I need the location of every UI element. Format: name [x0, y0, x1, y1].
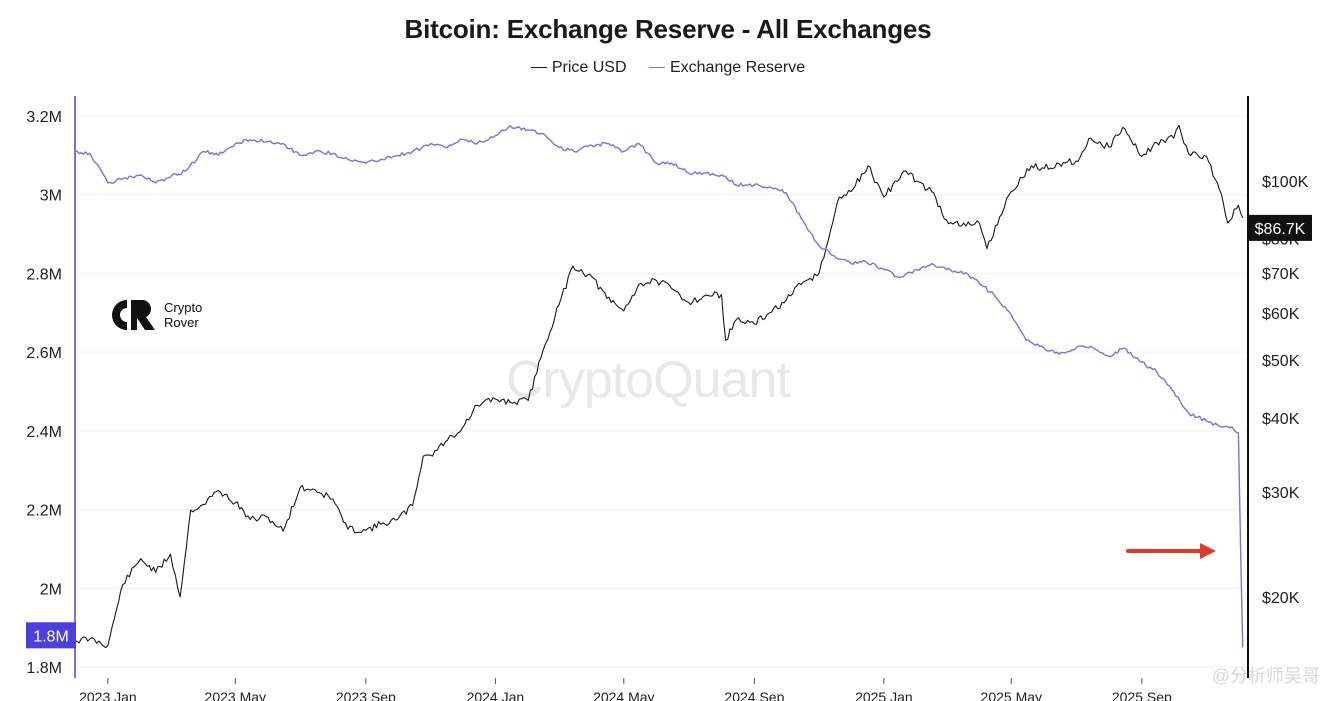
right-current-value-label: $86.7K: [1255, 221, 1306, 238]
right-tick-label: $20K: [1262, 590, 1300, 607]
left-axis-ticks: 1.8M 2M 2.2M 2.4M 2.6M 2.8M 3M 3.2M: [26, 109, 62, 677]
grid-lines: [75, 115, 1248, 668]
series-lines: [74, 124, 1244, 649]
left-tick-label: 1.8M: [26, 660, 62, 677]
author-credit: @分析师吴哥: [1211, 666, 1320, 686]
series-line-exchange-reserve: [74, 125, 1244, 648]
legend-item-reserve[interactable]: Exchange Reserve: [648, 59, 806, 77]
right-current-value-badge: [1249, 214, 1312, 241]
watermark: CryptoQuant: [506, 351, 791, 409]
left-tick-label: 2.6M: [26, 345, 62, 362]
series-line-price-usd: [74, 124, 1244, 649]
crypto-rover-logo: Crypto Rover: [110, 298, 202, 332]
x-tick-label: 2024 Sep: [724, 689, 784, 701]
right-tick-label: $100K: [1262, 174, 1309, 191]
left-current-value-label: 1.8M: [33, 628, 69, 645]
x-tick-label: 2023 Jan: [79, 689, 137, 701]
logo-line-2: Rover: [164, 315, 199, 330]
x-tick-label: 2024 May: [593, 689, 654, 701]
x-tick-label: 2025 Jan: [855, 689, 913, 701]
legend-item-price[interactable]: Price USD: [530, 59, 627, 77]
left-tick-label: 2M: [40, 581, 62, 598]
right-axis-ticks: $20K$30K$40K$50K$60K$70K$80K$100K: [1262, 174, 1309, 607]
x-tick-label: 2023 Sep: [336, 689, 396, 701]
legend-label-price: Price USD: [551, 59, 627, 76]
legend-swatch-reserve: [648, 67, 665, 69]
chart-title: Bitcoin: Exchange Reserve - All Exchange…: [404, 14, 932, 44]
right-tick-label: $70K: [1262, 266, 1300, 283]
left-tick-label: 2.4M: [26, 424, 62, 441]
logo-text: Crypto Rover: [164, 300, 202, 330]
legend-label-reserve: Exchange Reserve: [669, 59, 806, 76]
logo-line-1: Crypto: [164, 300, 203, 315]
right-tick-label: $60K: [1262, 306, 1300, 323]
x-tick-label: 2023 May: [205, 689, 266, 701]
right-tick-label: $30K: [1262, 485, 1300, 502]
left-tick-label: 2.2M: [26, 503, 62, 520]
left-tick-label: 2.8M: [26, 266, 62, 283]
left-tick-label: 3.2M: [26, 109, 62, 126]
x-axis-ticks: 2023 Jan 2023 May 2023 Sep 2024 Jan 2024 May…: [79, 678, 1172, 701]
left-current-value-badge: [26, 622, 76, 649]
chart-legend: Price USD Exchange Reserve: [0, 59, 1328, 77]
crypto-rover-logo-icon: [112, 300, 155, 330]
legend-swatch-price: [530, 67, 547, 69]
right-tick-label: $50K: [1262, 353, 1300, 370]
x-tick-label: 2025 Sep: [1112, 689, 1172, 701]
arrow-head-icon: [1200, 543, 1216, 559]
x-tick-label: 2024 Jan: [467, 689, 525, 701]
red-arrow-annotation: [1126, 543, 1216, 559]
x-tick-label: 2025 May: [981, 689, 1042, 701]
left-tick-label: 3M: [40, 188, 62, 205]
right-tick-label: $40K: [1262, 411, 1300, 428]
current-value-markers: 1.8M $86.7K: [26, 214, 1312, 649]
axes: [74, 96, 1249, 678]
